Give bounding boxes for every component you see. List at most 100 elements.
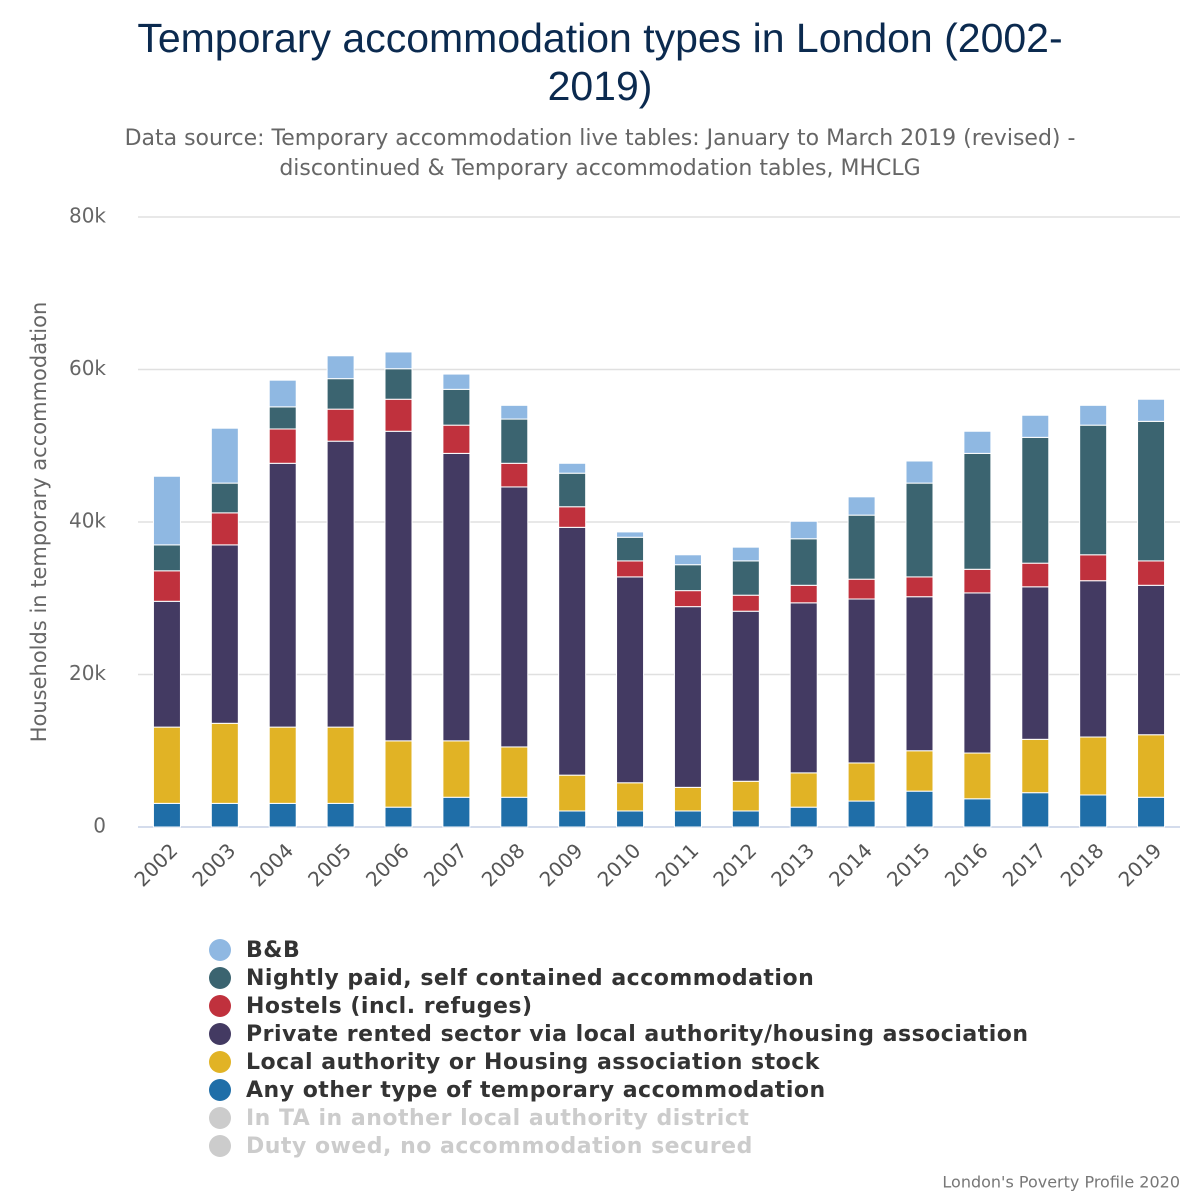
bar-segment [326,355,355,380]
bar-segment [616,576,645,784]
legend-label: Any other type of temporary accommodatio… [246,1078,826,1103]
bar-segment [210,544,239,724]
bar-segment [1079,736,1108,796]
bar-segment [847,800,876,828]
bar-segment [152,600,181,728]
bar-segment [210,802,239,828]
bar-segment [152,475,181,546]
bar-segment [905,460,934,484]
bar-segment [847,762,876,802]
bar-segment [789,520,818,540]
legend-marker [209,995,231,1017]
bar-segment [500,418,529,464]
bar-segment [673,810,702,828]
legend-label: Hostels (incl. refuges) [246,994,533,1019]
bar-segment [384,430,413,742]
bar-segment [442,373,471,390]
chart-subtitle: Data source: Temporary accommodation liv… [124,126,1076,181]
x-tick-label: 2007 [419,838,472,891]
bar-segment [905,482,934,578]
bar-segment [847,578,876,600]
bar-segment [268,802,297,828]
bar-segment [268,462,297,728]
bar-segment [384,351,413,370]
bar-segment [1137,398,1166,422]
bar-segment [442,796,471,828]
x-tick-label: 2014 [824,838,877,891]
bar-segment [1021,562,1050,588]
bar-segment [1079,424,1108,556]
bar-segment [1137,734,1166,798]
legend-label: Local authority or Housing association s… [246,1050,821,1075]
x-tick-label: 2011 [650,838,703,891]
y-tick-label: 40k [69,509,106,533]
bar-segment [789,806,818,828]
legend-marker [209,1051,231,1073]
bar-segment [1021,792,1050,828]
x-tick-label: 2013 [766,838,819,891]
bar-segment [1021,586,1050,740]
y-tick-label: 60k [69,356,106,380]
y-tick-label: 0 [93,814,106,838]
legend-marker [209,967,231,989]
bar-segment [210,427,239,484]
bar-segment [731,810,760,828]
bar-segment [616,810,645,828]
bar-segment [500,486,529,748]
bar-segment [384,740,413,808]
x-tick-label: 2008 [477,838,530,891]
bar-segment [558,472,587,508]
bar-segment [731,610,760,782]
bar-segment [1137,584,1166,736]
bar-segment [210,722,239,804]
bar-segment [1079,404,1108,426]
bar-segment [847,514,876,580]
bar-segment [1137,796,1166,828]
bar-segment [963,452,992,570]
bar-segment [616,782,645,812]
bar-segment [789,584,818,604]
bar-segment [789,772,818,808]
legend-label: Private rented sector via local authorit… [246,1022,1029,1047]
bar-segment [326,726,355,804]
bar-segment [152,802,181,828]
x-tick-label: 2006 [361,838,414,891]
bar-segment [905,596,934,752]
x-tick-label: 2019 [1114,838,1167,891]
bar-segment [384,368,413,400]
bar-segment [384,398,413,432]
bar-segment [1021,738,1050,794]
bar-segment [673,554,702,566]
bar-segment [500,796,529,828]
bar-segment [963,798,992,828]
x-tick-label: 2017 [998,838,1051,891]
bar-segment [731,780,760,812]
bar-segment [963,592,992,754]
x-tick-label: 2004 [245,838,298,891]
bar-segment [384,806,413,828]
bar-segment [616,531,645,538]
x-tick-label: 2018 [1056,838,1109,891]
bar-segment [789,602,818,774]
bar-segment [326,440,355,728]
bar-segment [673,606,702,788]
legend-marker [209,1107,231,1129]
bar-segment [268,406,297,430]
bar-segment [268,428,297,464]
bar-segment [1137,420,1166,562]
bar-segment [210,512,239,546]
bar-segment [963,752,992,800]
x-tick-label: 2010 [593,838,646,891]
bar-segment [1137,560,1166,586]
bar-segment [152,726,181,804]
x-tick-label: 2015 [882,838,935,891]
bar-segment [500,404,529,420]
bar-segment [905,790,934,828]
legend-label: In TA in another local authority distric… [246,1106,749,1131]
bar-segment [558,462,587,474]
bar-segment [152,570,181,602]
bar-segment [963,430,992,454]
bar-segment [789,538,818,586]
